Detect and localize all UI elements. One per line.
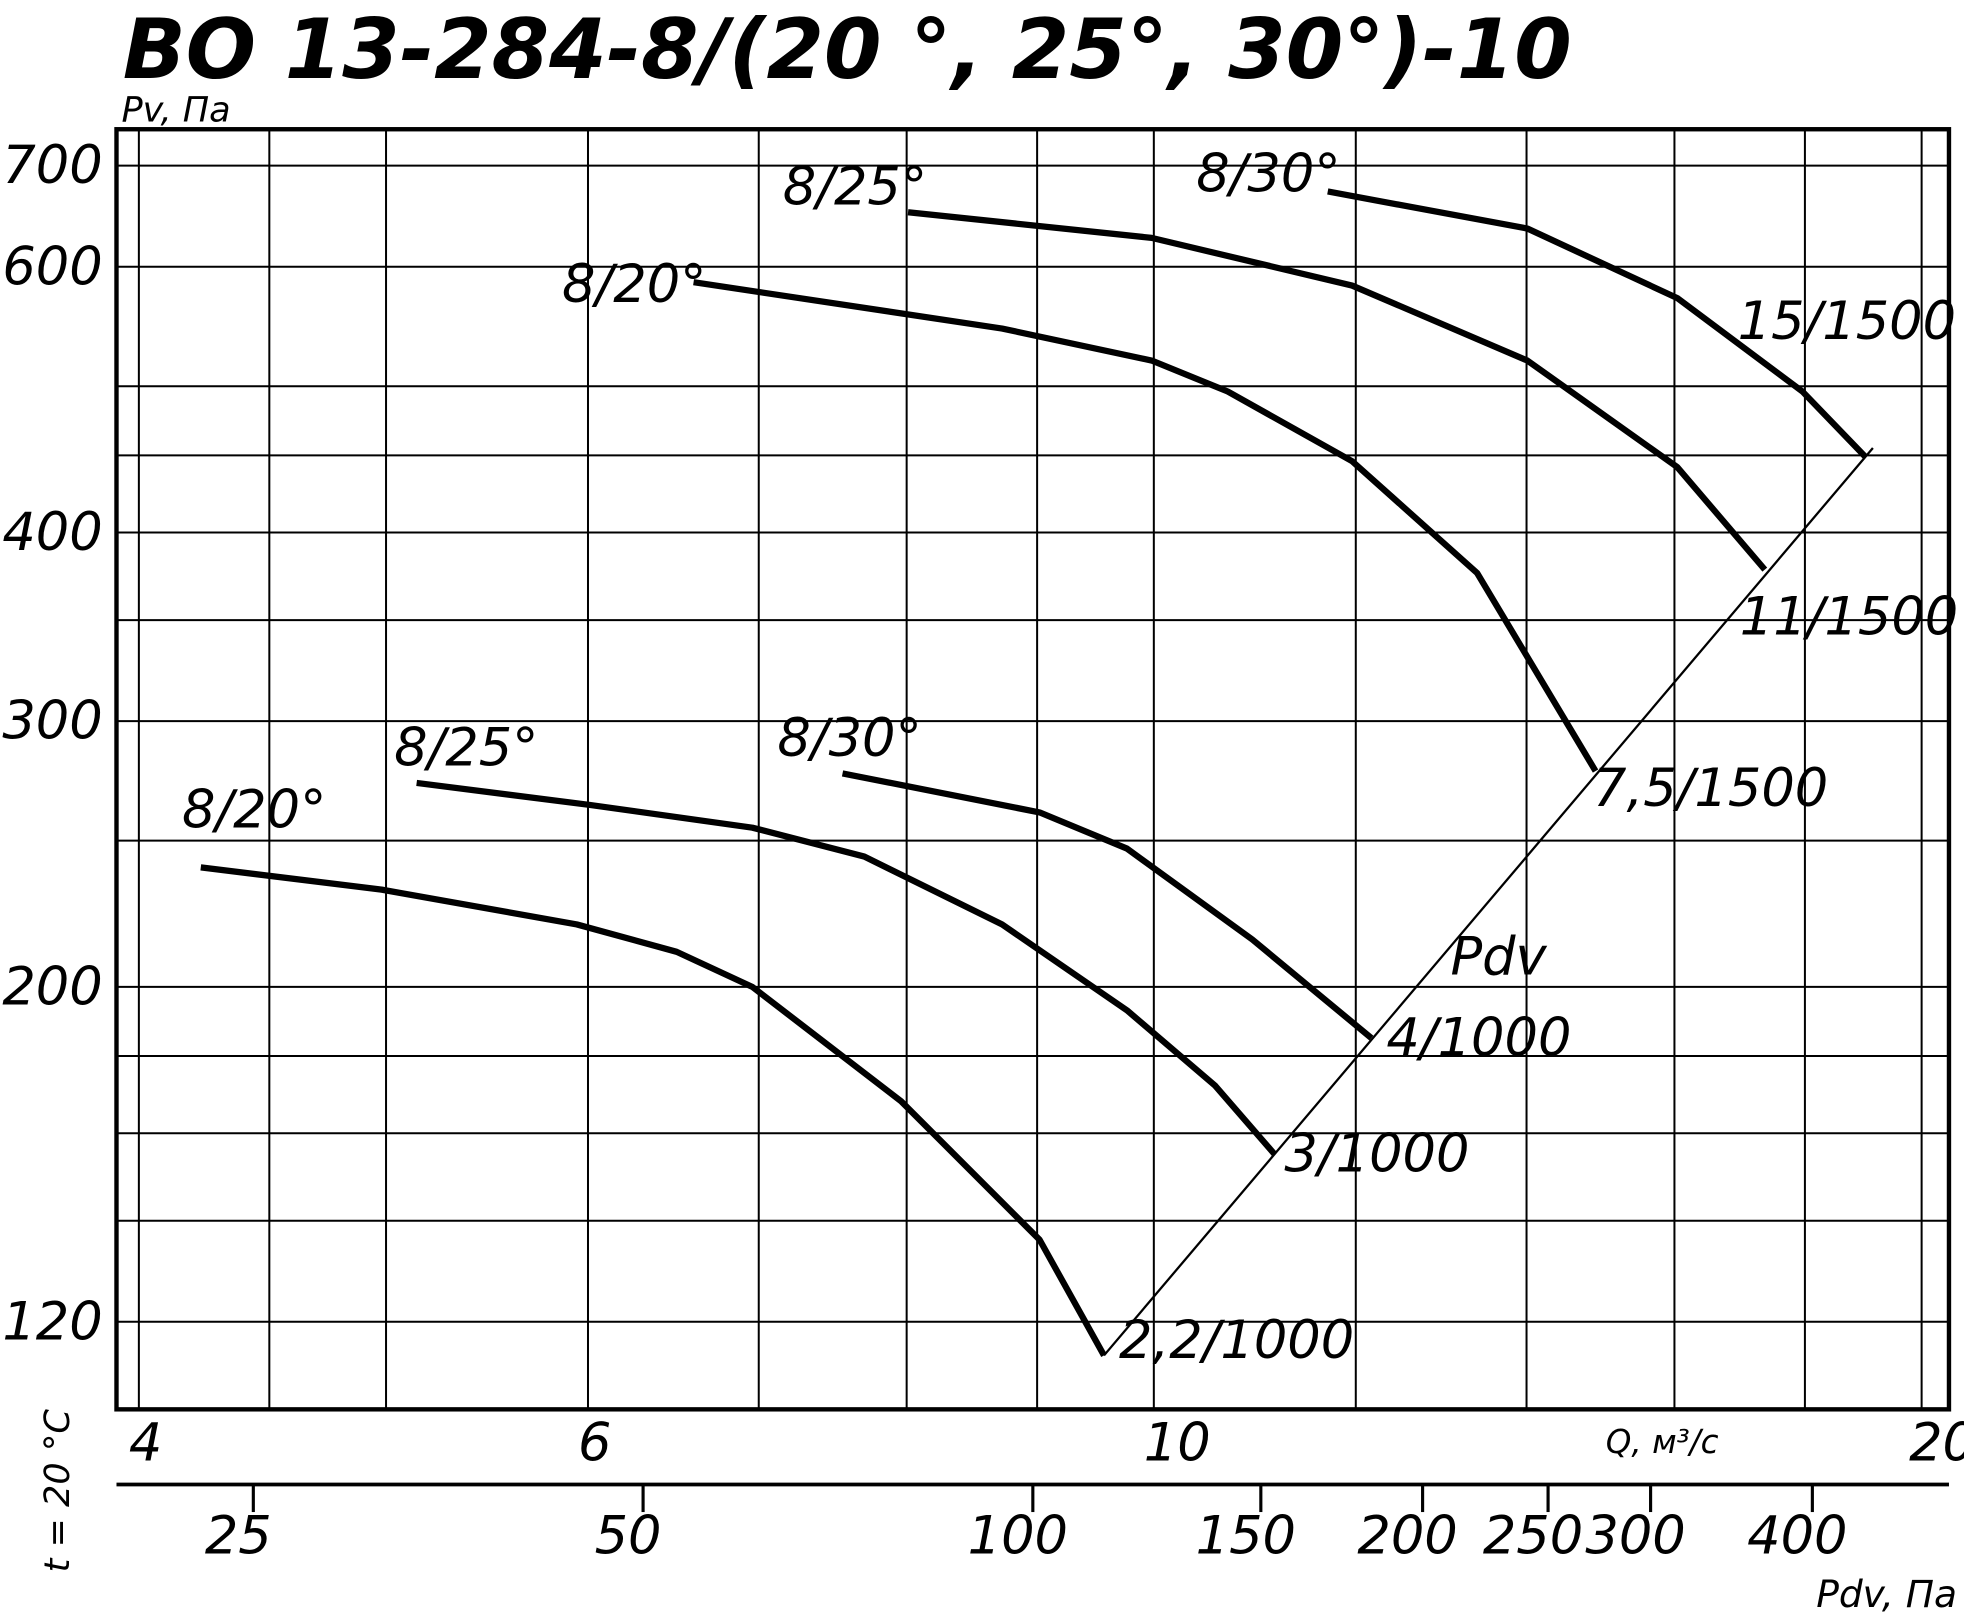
pdv-line-label: Pdv (1450, 927, 1547, 988)
y-tick-label: 600 (2, 236, 102, 297)
performance-curve (841, 770, 1374, 1041)
series-end-label: 2,2/1000 (1119, 1310, 1354, 1371)
pdv-line (1103, 447, 1874, 1357)
x2-tick-label: 100 (968, 1505, 1068, 1566)
performance-curve (200, 864, 1107, 1357)
x-tick-label: 10 (1144, 1413, 1211, 1474)
performance-curve (907, 209, 1768, 572)
x2-tick-label: 150 (1196, 1505, 1296, 1566)
y-axis-label: Pv, Па (121, 90, 230, 131)
performance-curve (1327, 188, 1868, 459)
x2-tick-label: 250 (1483, 1505, 1583, 1566)
series-name: 8/25° (783, 157, 927, 218)
y-tick-label: 300 (2, 691, 102, 752)
x-tick-label: 4 (129, 1413, 162, 1474)
series-end-label: 15/1500 (1738, 291, 1957, 352)
series-end-label: 3/1000 (1284, 1124, 1469, 1185)
side-note: t = 20 °C (37, 1409, 78, 1573)
series-name: 8/25° (394, 717, 538, 778)
performance-curve (693, 279, 1599, 773)
x-axis-label: Q, м³/с (1606, 1423, 1719, 1461)
series-end-label: 4/1000 (1386, 1008, 1571, 1069)
series-name: 8/20° (182, 779, 326, 840)
series-end-label: 7,5/1500 (1593, 758, 1828, 819)
x2-tick-label: 50 (595, 1505, 662, 1566)
series-name: 8/20° (562, 254, 706, 315)
plot-frame (114, 127, 1952, 1412)
y-tick-label: 400 (2, 502, 102, 563)
y-tick-label: 700 (2, 135, 102, 196)
chart-title: ВО 13-284-8/(20 °, 25°, 30°)-10 (123, 2, 1572, 98)
x-tick-label: 20 (1909, 1413, 1964, 1474)
series-name: 8/30° (1196, 143, 1340, 204)
y-tick-label: 200 (2, 956, 102, 1017)
x-tick-label: 6 (578, 1413, 611, 1474)
series-end-label: 11/1500 (1740, 587, 1959, 648)
x2-tick-label: 200 (1357, 1505, 1457, 1566)
y-tick-label: 120 (2, 1291, 102, 1352)
performance-curve (416, 779, 1277, 1157)
x2-tick-label: 400 (1747, 1505, 1847, 1566)
series-name: 8/30° (777, 708, 921, 769)
x2-axis-label: Pdv, Па (1816, 1572, 1957, 1616)
x2-tick-label: 25 (205, 1505, 272, 1566)
x2-tick-label: 300 (1585, 1505, 1685, 1566)
